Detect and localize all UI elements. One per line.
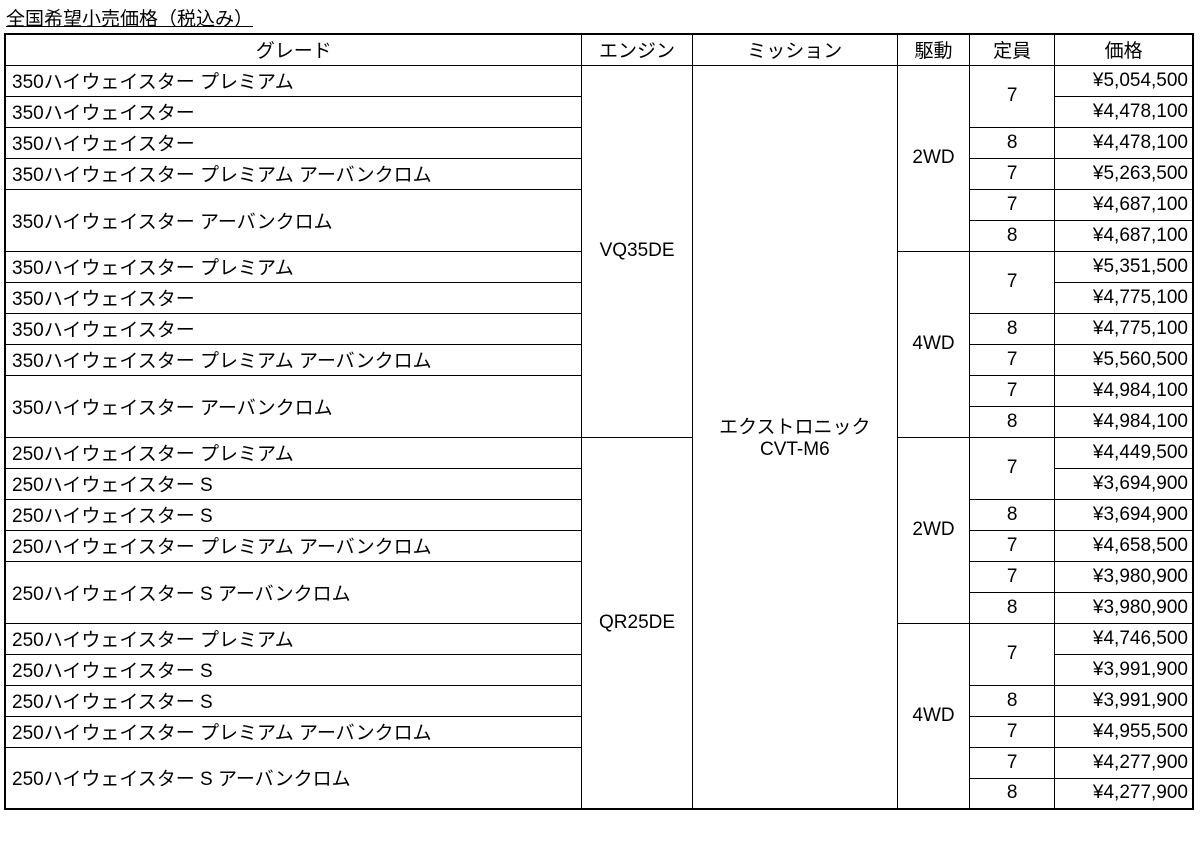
- cell-grade: 350ハイウェイスター アーバンクロム: [5, 189, 582, 251]
- cell-mission: エクストロニック CVT-M6: [692, 65, 897, 809]
- cell-grade: 350ハイウェイスター プレミアム アーバンクロム: [5, 158, 582, 189]
- cell-price: ¥3,980,900: [1055, 561, 1193, 592]
- page-title: 全国希望小売価格（税込み）: [4, 4, 1196, 31]
- th-capacity: 定員: [970, 34, 1055, 65]
- cell-drive: 2WD: [897, 437, 969, 623]
- th-engine: エンジン: [582, 34, 692, 65]
- cell-price: ¥3,694,900: [1055, 499, 1193, 530]
- cell-price: ¥4,746,500: [1055, 623, 1193, 654]
- table-header-row: グレード エンジン ミッション 駆動 定員 価格: [5, 34, 1193, 65]
- cell-price: ¥3,980,900: [1055, 592, 1193, 623]
- cell-price: ¥3,694,900: [1055, 468, 1193, 499]
- cell-capacity: 7: [970, 530, 1055, 561]
- cell-grade: 350ハイウェイスター プレミアム: [5, 251, 582, 282]
- cell-capacity: 8: [970, 685, 1055, 716]
- cell-capacity: 8: [970, 778, 1055, 809]
- cell-capacity: 8: [970, 592, 1055, 623]
- cell-price: ¥4,449,500: [1055, 437, 1193, 468]
- cell-capacity: 7: [970, 623, 1055, 685]
- cell-grade: 250ハイウェイスター プレミアム: [5, 437, 582, 468]
- cell-capacity: 8: [970, 499, 1055, 530]
- cell-grade: 350ハイウェイスター プレミアム: [5, 65, 582, 96]
- cell-grade: 350ハイウェイスター: [5, 96, 582, 127]
- mission-line2: CVT-M6: [760, 439, 830, 460]
- cell-price: ¥4,478,100: [1055, 96, 1193, 127]
- price-table: グレード エンジン ミッション 駆動 定員 価格 350ハイウェイスター プレミ…: [4, 33, 1194, 810]
- cell-grade: 250ハイウェイスター プレミアム アーバンクロム: [5, 716, 582, 747]
- cell-drive: 4WD: [897, 251, 969, 437]
- cell-capacity: 8: [970, 406, 1055, 437]
- cell-grade: 350ハイウェイスター: [5, 127, 582, 158]
- table-row: 350ハイウェイスター プレミアム VQ35DE エクストロニック CVT-M6…: [5, 65, 1193, 96]
- th-mission: ミッション: [692, 34, 897, 65]
- cell-grade: 250ハイウェイスター S: [5, 685, 582, 716]
- cell-capacity: 7: [970, 189, 1055, 220]
- cell-price: ¥4,478,100: [1055, 127, 1193, 158]
- cell-price: ¥4,658,500: [1055, 530, 1193, 561]
- cell-engine: VQ35DE: [582, 65, 692, 437]
- cell-grade: 250ハイウェイスター プレミアム: [5, 623, 582, 654]
- cell-capacity: 7: [970, 437, 1055, 499]
- cell-engine: QR25DE: [582, 437, 692, 809]
- cell-capacity: 7: [970, 158, 1055, 189]
- cell-capacity: 7: [970, 747, 1055, 778]
- mission-line1: エクストロニック: [719, 417, 870, 438]
- cell-grade: 250ハイウェイスター S: [5, 468, 582, 499]
- cell-price: ¥4,687,100: [1055, 220, 1193, 251]
- cell-grade: 250ハイウェイスター プレミアム アーバンクロム: [5, 530, 582, 561]
- cell-grade: 350ハイウェイスター アーバンクロム: [5, 375, 582, 437]
- cell-capacity: 7: [970, 65, 1055, 127]
- cell-grade: 250ハイウェイスター S アーバンクロム: [5, 747, 582, 809]
- cell-grade: 350ハイウェイスター プレミアム アーバンクロム: [5, 344, 582, 375]
- cell-price: ¥4,775,100: [1055, 313, 1193, 344]
- cell-grade: 250ハイウェイスター S: [5, 499, 582, 530]
- th-price: 価格: [1055, 34, 1193, 65]
- cell-grade: 350ハイウェイスター: [5, 313, 582, 344]
- cell-drive: 2WD: [897, 65, 969, 251]
- cell-price: ¥5,560,500: [1055, 344, 1193, 375]
- cell-capacity: 8: [970, 127, 1055, 158]
- cell-price: ¥4,277,900: [1055, 778, 1193, 809]
- table-row: 250ハイウェイスター プレミアム QR25DE 2WD 7 ¥4,449,50…: [5, 437, 1193, 468]
- cell-price: ¥4,687,100: [1055, 189, 1193, 220]
- cell-price: ¥4,984,100: [1055, 406, 1193, 437]
- cell-capacity: 7: [970, 251, 1055, 313]
- cell-capacity: 7: [970, 375, 1055, 406]
- cell-price: ¥3,991,900: [1055, 654, 1193, 685]
- cell-grade: 250ハイウェイスター S: [5, 654, 582, 685]
- cell-price: ¥3,991,900: [1055, 685, 1193, 716]
- cell-grade: 250ハイウェイスター S アーバンクロム: [5, 561, 582, 623]
- th-drive: 駆動: [897, 34, 969, 65]
- cell-capacity: 8: [970, 313, 1055, 344]
- cell-price: ¥4,775,100: [1055, 282, 1193, 313]
- cell-price: ¥4,277,900: [1055, 747, 1193, 778]
- cell-price: ¥4,984,100: [1055, 375, 1193, 406]
- cell-drive: 4WD: [897, 623, 969, 809]
- cell-capacity: 7: [970, 716, 1055, 747]
- cell-capacity: 7: [970, 561, 1055, 592]
- cell-price: ¥5,054,500: [1055, 65, 1193, 96]
- th-grade: グレード: [5, 34, 582, 65]
- cell-grade: 350ハイウェイスター: [5, 282, 582, 313]
- cell-capacity: 8: [970, 220, 1055, 251]
- cell-price: ¥5,263,500: [1055, 158, 1193, 189]
- cell-price: ¥5,351,500: [1055, 251, 1193, 282]
- cell-price: ¥4,955,500: [1055, 716, 1193, 747]
- cell-capacity: 7: [970, 344, 1055, 375]
